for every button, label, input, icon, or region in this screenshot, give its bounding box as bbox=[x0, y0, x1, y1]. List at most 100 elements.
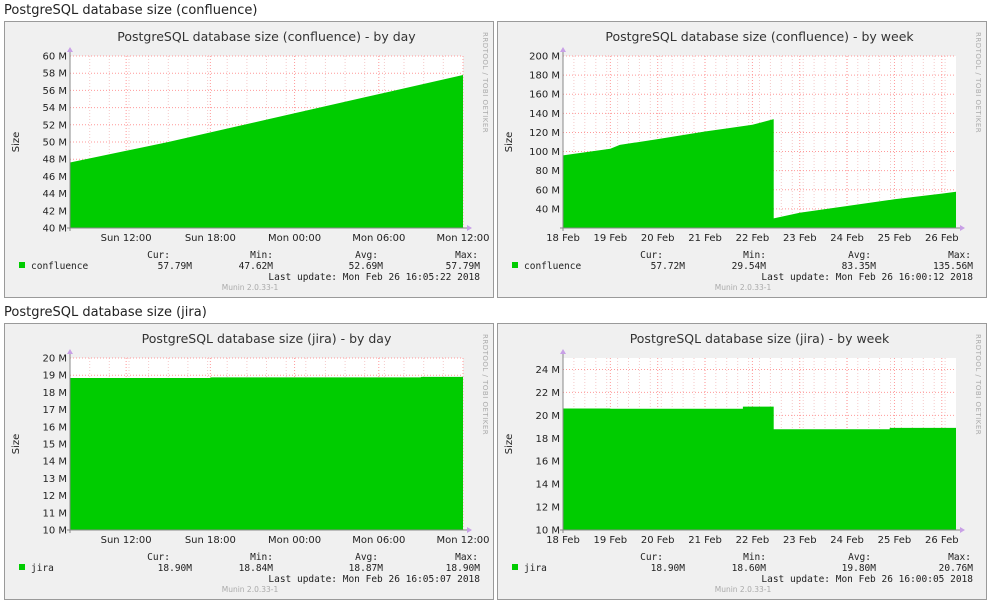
y-tick-label: 13 M bbox=[42, 474, 67, 485]
legend-min-label: Min: bbox=[743, 552, 766, 563]
chart-jira-week[interactable]: PostgreSQL database size (jira) - by wee… bbox=[497, 323, 987, 600]
legend-cur-value: 57.79M bbox=[158, 261, 193, 272]
y-tick-label: 14 M bbox=[535, 480, 560, 491]
legend-min-label: Min: bbox=[250, 552, 273, 563]
legend-cur-label: Cur: bbox=[640, 250, 663, 261]
legend-series-name: jira bbox=[524, 563, 547, 574]
legend-cur-value: 57.72M bbox=[651, 261, 686, 272]
munin-version: Munin 2.0.33-1 bbox=[715, 283, 772, 292]
series-area-jira bbox=[70, 376, 463, 530]
y-tick-label: 100 M bbox=[529, 147, 560, 158]
legend-series-name: confluence bbox=[31, 261, 88, 272]
x-axis-arrow bbox=[960, 527, 965, 533]
chart-confluence-day[interactable]: PostgreSQL database size (confluence) - … bbox=[4, 21, 494, 298]
legend-min-label: Min: bbox=[250, 250, 273, 261]
chart-svg: PostgreSQL database size (jira) - by wee… bbox=[504, 331, 982, 594]
legend-cur-label: Cur: bbox=[640, 552, 663, 563]
y-tick-label: 42 M bbox=[42, 206, 67, 217]
legend-cur-value: 18.90M bbox=[158, 563, 193, 574]
chart-title: PostgreSQL database size (confluence) - … bbox=[117, 29, 416, 44]
y-tick-label: 140 M bbox=[529, 109, 560, 120]
y-axis-label: Size bbox=[11, 434, 22, 455]
y-axis-arrow bbox=[67, 349, 73, 354]
x-tick-label: 21 Feb bbox=[688, 233, 722, 244]
y-tick-label: 80 M bbox=[535, 166, 560, 177]
x-tick-label: 22 Feb bbox=[736, 233, 770, 244]
legend-avg-value: 52.69M bbox=[349, 261, 384, 272]
munin-version: Munin 2.0.33-1 bbox=[222, 283, 279, 292]
y-tick-label: 200 M bbox=[529, 52, 560, 63]
y-tick-label: 160 M bbox=[529, 90, 560, 101]
legend-min-value: 29.54M bbox=[732, 261, 767, 272]
legend-swatch bbox=[19, 564, 25, 570]
legend-avg-label: Avg: bbox=[355, 250, 378, 261]
y-tick-label: 50 M bbox=[42, 138, 67, 149]
y-tick-label: 16 M bbox=[535, 457, 560, 468]
munin-version: Munin 2.0.33-1 bbox=[715, 585, 772, 594]
legend-min-value: 18.60M bbox=[732, 563, 767, 574]
y-tick-label: 20 M bbox=[42, 354, 67, 365]
chart-title: PostgreSQL database size (jira) - by day bbox=[142, 331, 392, 346]
series-area-jira bbox=[563, 406, 956, 530]
legend-swatch bbox=[512, 564, 518, 570]
x-tick-label: 23 Feb bbox=[783, 535, 817, 546]
last-update: Last update: Mon Feb 26 16:00:12 2018 bbox=[761, 272, 973, 283]
y-tick-label: 10 M bbox=[535, 526, 560, 537]
y-tick-label: 40 M bbox=[535, 204, 560, 215]
x-tick-label: Sun 12:00 bbox=[101, 535, 152, 546]
x-tick-label: Mon 12:00 bbox=[436, 233, 489, 244]
legend-avg-value: 18.87M bbox=[349, 563, 384, 574]
y-tick-label: 60 M bbox=[42, 52, 67, 63]
y-axis-arrow bbox=[560, 47, 566, 52]
x-tick-label: Mon 12:00 bbox=[436, 535, 489, 546]
chart-jira-day[interactable]: PostgreSQL database size (jira) - by day… bbox=[4, 323, 494, 600]
y-tick-label: 16 M bbox=[42, 422, 67, 433]
y-tick-label: 40 M bbox=[42, 224, 67, 235]
legend-max-value: 135.56M bbox=[933, 261, 973, 272]
legend-swatch bbox=[512, 262, 518, 268]
legend-max-value: 57.79M bbox=[446, 261, 481, 272]
y-axis-label: Size bbox=[11, 132, 22, 153]
legend-cur-value: 18.90M bbox=[651, 563, 686, 574]
legend-series-name: confluence bbox=[524, 261, 581, 272]
x-tick-label: 20 Feb bbox=[641, 535, 675, 546]
y-tick-label: 18 M bbox=[42, 388, 67, 399]
y-axis-arrow bbox=[560, 349, 566, 354]
legend-min-value: 18.84M bbox=[239, 563, 274, 574]
legend-avg-value: 19.80M bbox=[842, 563, 877, 574]
x-tick-label: Mon 06:00 bbox=[352, 233, 405, 244]
legend-max-label: Max: bbox=[455, 552, 478, 563]
legend-max-label: Max: bbox=[455, 250, 478, 261]
x-tick-label: 21 Feb bbox=[688, 535, 722, 546]
y-tick-label: 58 M bbox=[42, 69, 67, 80]
x-tick-label: 23 Feb bbox=[783, 233, 817, 244]
rrdtool-credit: RRDTOOL / TOBI OETIKER bbox=[974, 32, 982, 133]
y-tick-label: 22 M bbox=[535, 388, 560, 399]
last-update: Last update: Mon Feb 26 16:05:22 2018 bbox=[268, 272, 480, 283]
x-tick-label: Sun 18:00 bbox=[185, 233, 236, 244]
y-tick-label: 18 M bbox=[535, 434, 560, 445]
y-tick-label: 120 M bbox=[529, 128, 560, 139]
x-tick-label: 24 Feb bbox=[830, 233, 864, 244]
legend-max-label: Max: bbox=[948, 250, 971, 261]
section-title-confluence: PostgreSQL database size (confluence) bbox=[4, 3, 258, 18]
x-tick-label: 25 Feb bbox=[878, 233, 912, 244]
legend-avg-label: Avg: bbox=[848, 552, 871, 563]
x-tick-label: 25 Feb bbox=[878, 535, 912, 546]
x-tick-label: 18 Feb bbox=[546, 233, 580, 244]
x-tick-label: Mon 00:00 bbox=[268, 535, 321, 546]
chart-title: PostgreSQL database size (jira) - by wee… bbox=[630, 331, 890, 346]
chart-confluence-week[interactable]: PostgreSQL database size (confluence) - … bbox=[497, 21, 987, 298]
y-tick-label: 17 M bbox=[42, 405, 67, 416]
y-tick-label: 20 M bbox=[535, 411, 560, 422]
legend-series-name: jira bbox=[31, 563, 54, 574]
y-axis-arrow bbox=[67, 47, 73, 52]
x-axis-arrow bbox=[960, 225, 965, 231]
rrdtool-credit: RRDTOOL / TOBI OETIKER bbox=[481, 32, 489, 133]
chart-svg: PostgreSQL database size (confluence) - … bbox=[504, 29, 982, 292]
x-tick-label: 26 Feb bbox=[925, 535, 959, 546]
legend-avg-value: 83.35M bbox=[842, 261, 877, 272]
rrdtool-credit: RRDTOOL / TOBI OETIKER bbox=[974, 334, 982, 435]
legend-max-value: 18.90M bbox=[446, 563, 481, 574]
chart-title: PostgreSQL database size (confluence) - … bbox=[605, 29, 914, 44]
